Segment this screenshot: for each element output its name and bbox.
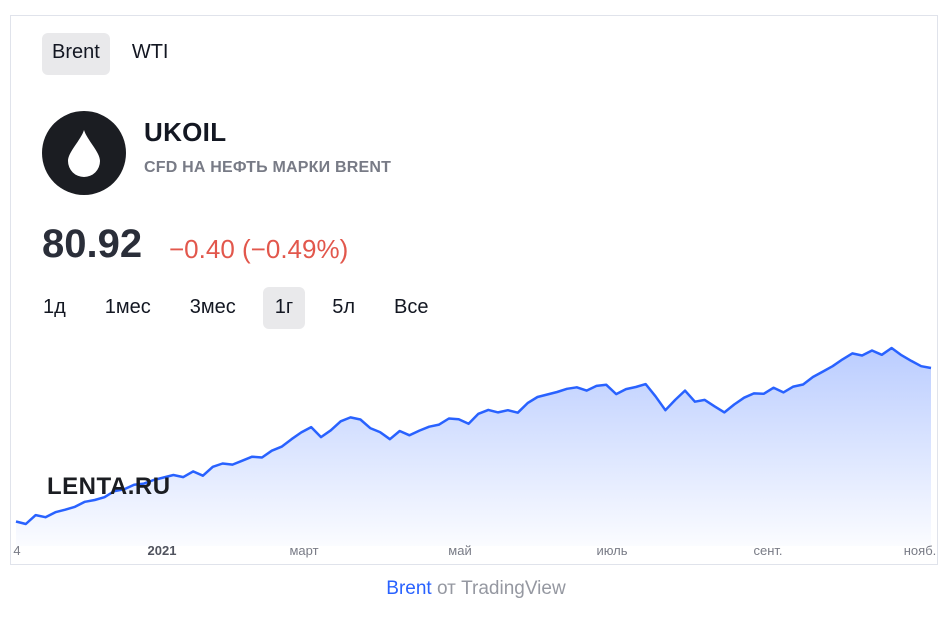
range-1y[interactable]: 1г	[262, 287, 306, 329]
x-tick: 4	[13, 543, 21, 558]
tab-wti[interactable]: WTI	[131, 41, 169, 63]
lenta-watermark: LENTA.RU	[47, 473, 171, 500]
tab-brent[interactable]: Brent	[42, 33, 110, 75]
oil-drop-icon	[42, 111, 126, 195]
range-1m[interactable]: 1мес	[104, 296, 151, 318]
instrument-description: CFD НА НЕФТЬ МАРКИ BRENT	[144, 159, 392, 176]
tradingview-widget: Brent WTI UKOIL CFD НА НЕФТЬ МАРКИ BRENT…	[10, 15, 938, 565]
x-tick: сент.	[753, 543, 783, 558]
range-5y[interactable]: 5л	[332, 296, 356, 318]
from-label: от	[437, 578, 456, 599]
last-price: 80.92	[42, 222, 143, 266]
price-area	[16, 348, 931, 546]
x-tick: нояб.	[903, 543, 937, 558]
price-chart[interactable]	[11, 326, 938, 546]
tradingview-link[interactable]: TradingView	[461, 578, 566, 599]
range-tabs: 1д 1мес 3мес 1г 5л Все	[31, 287, 440, 329]
attribution: Brent от TradingView	[0, 578, 952, 600]
range-all[interactable]: Все	[394, 296, 429, 318]
range-3m[interactable]: 3мес	[189, 296, 236, 318]
ticker-symbol[interactable]: UKOIL	[144, 117, 227, 147]
x-tick: июль	[596, 543, 628, 558]
x-tick: 2021	[147, 543, 177, 558]
price-change: −0.40 (−0.49%)	[169, 234, 349, 264]
brent-link[interactable]: Brent	[386, 578, 432, 599]
x-tick: март	[289, 543, 319, 558]
symbol-tabs: Brent WTI	[42, 33, 178, 75]
x-tick: май	[448, 543, 472, 558]
range-1d[interactable]: 1д	[43, 296, 66, 318]
price-line	[15, 346, 932, 526]
x-axis: 4 2021 март май июль сент. нояб.	[11, 542, 937, 562]
